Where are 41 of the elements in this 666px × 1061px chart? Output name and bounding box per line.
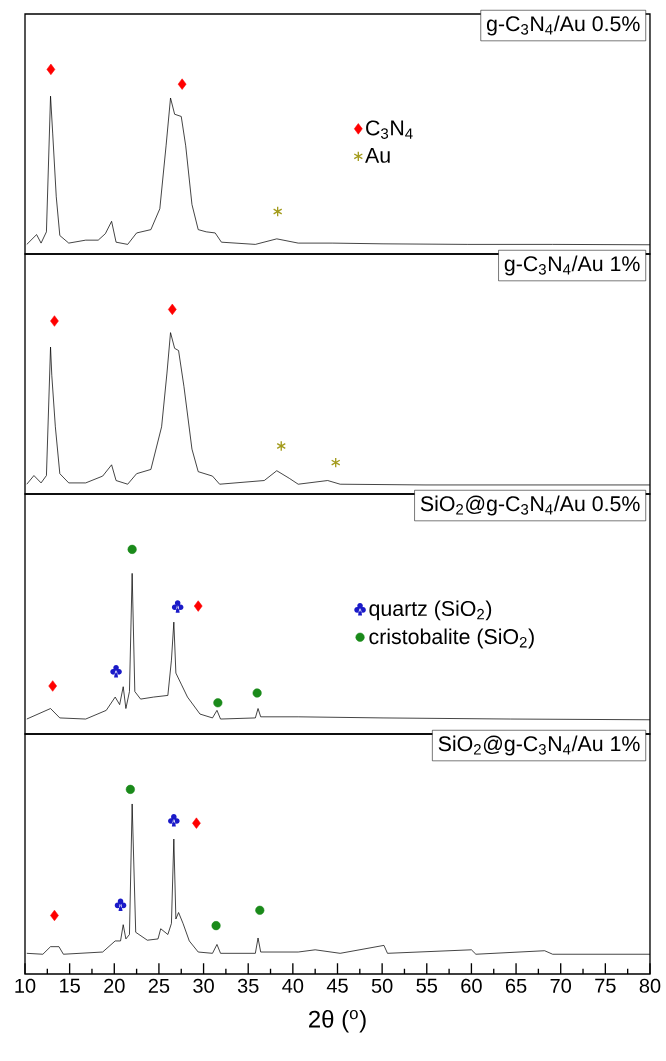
x-tick-label: 20 — [104, 978, 125, 993]
x-tick-label: 70 — [550, 978, 572, 993]
point — [125, 784, 135, 794]
x-tick-label: 75 — [595, 978, 616, 993]
x-tick-label: 15 — [60, 978, 80, 993]
chart-title: g-C$_{3}$N$_{4}$/Au 1% — [504, 255, 640, 276]
x-tick-label: 40 — [282, 978, 304, 993]
point — [48, 680, 57, 692]
chart-title: SiO$_{2}$@g-C$_{3}$N$_{4}$/Au 0.5% — [420, 495, 640, 516]
point — [168, 814, 180, 827]
point — [331, 457, 341, 468]
point — [110, 664, 122, 678]
x-tick-label: 25 — [148, 978, 170, 993]
point — [114, 898, 127, 911]
point — [255, 905, 265, 915]
point — [276, 440, 286, 452]
point — [213, 698, 223, 708]
point — [211, 921, 221, 931]
x-tick-label: 60 — [461, 978, 482, 993]
legend-label: quartz (SiO$_{2}$) — [369, 600, 492, 621]
chart-title: g-C$_{3}$N$_{4}$/Au 0.5% — [486, 15, 640, 36]
x-tick-label: 10 — [15, 978, 36, 993]
point — [192, 817, 201, 829]
point — [193, 600, 203, 612]
x-tick-label: 65 — [505, 978, 527, 993]
point — [171, 600, 184, 613]
x-axis-title: 2θ ($^{o}$) — [309, 1010, 366, 1033]
legend-label: cristobalite (SiO$_{2}$) — [369, 628, 534, 649]
chart-title: SiO$_{2}$@g-C$_{3}$N$_{4}$/Au 1% — [438, 735, 640, 756]
x-tick-label: 30 — [193, 978, 214, 993]
legend-label: C$_{3}$N$_{4}$ — [366, 120, 413, 139]
point — [252, 688, 262, 698]
point — [50, 315, 59, 327]
legend-label: Au — [365, 147, 390, 163]
point — [127, 544, 137, 554]
point — [168, 303, 177, 315]
x-tick-label: 80 — [639, 978, 661, 993]
x-tick-label: 35 — [237, 978, 259, 993]
x-tick-label: 45 — [326, 978, 348, 993]
x-tick-label: 55 — [416, 978, 438, 993]
x-tick-label: 50 — [371, 978, 393, 993]
